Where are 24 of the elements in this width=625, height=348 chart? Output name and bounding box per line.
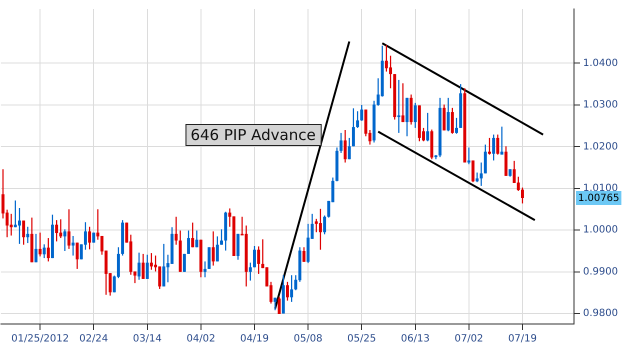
candlestick [397, 80, 400, 133]
x-tick-label: 03/14 [132, 334, 162, 345]
y-tick-label: 1.0100 [583, 183, 618, 194]
x-tick-label: 07/02 [454, 334, 484, 345]
y-tick-label: 0.9800 [583, 308, 618, 320]
x-tick-label: 07/19 [508, 334, 537, 345]
y-tick-label: 1.0200 [583, 141, 618, 152]
candlestick [174, 216, 178, 245]
x-tick-label: 02/24 [79, 334, 108, 345]
y-tick-label: 1.0300 [583, 100, 618, 111]
x-tick-label: 05/08 [294, 334, 322, 345]
candlestick [63, 229, 66, 251]
annotation: 646 PIP Advance [190, 126, 316, 144]
y-tick-label: 1.0400 [583, 58, 618, 69]
x-tick-label: 04/02 [186, 334, 216, 345]
x-tick-label: 04/19 [240, 334, 269, 345]
x-tick-label: 01/25/2012 [11, 334, 69, 345]
candlestick [314, 218, 318, 232]
y-tick-label: 0.9900 [583, 266, 618, 278]
x-tick-label: 05/25 [347, 334, 376, 345]
candlestick [59, 219, 62, 238]
y-tick-label: 1.0000 [583, 224, 618, 236]
text: 1.00765 [578, 193, 620, 204]
x-tick-label: 06/13 [400, 334, 430, 345]
